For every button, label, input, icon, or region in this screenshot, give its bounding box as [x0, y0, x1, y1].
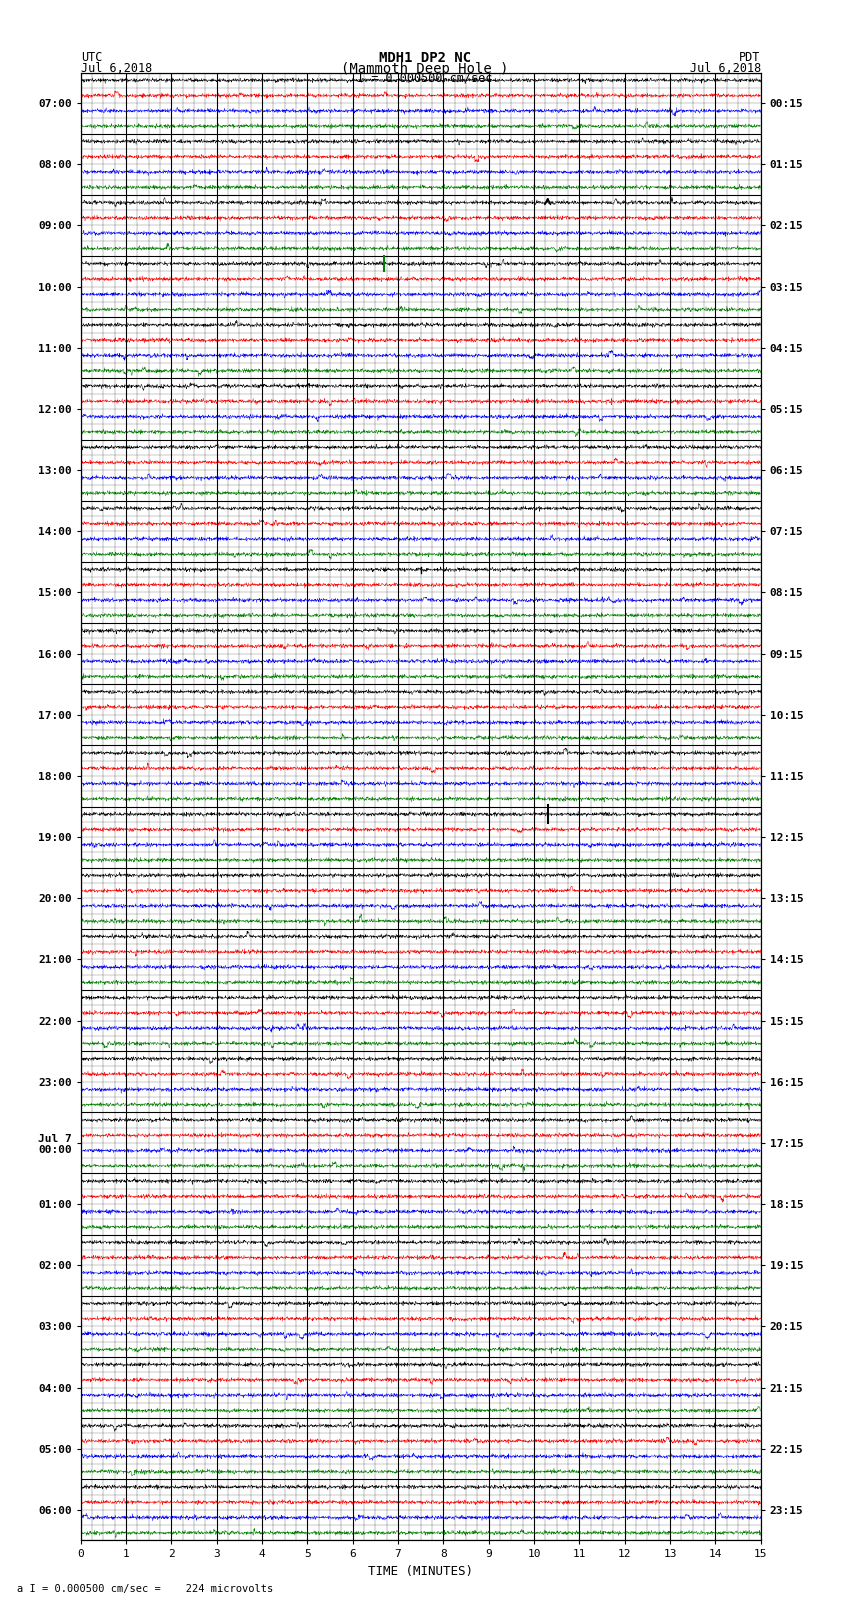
X-axis label: TIME (MINUTES): TIME (MINUTES)	[368, 1565, 473, 1578]
Text: UTC: UTC	[81, 50, 102, 65]
Text: MDH1 DP2 NC: MDH1 DP2 NC	[379, 50, 471, 65]
Text: Jul 6,2018: Jul 6,2018	[81, 63, 152, 76]
Text: a I = 0.000500 cm/sec =    224 microvolts: a I = 0.000500 cm/sec = 224 microvolts	[17, 1584, 273, 1594]
Text: Jul 6,2018: Jul 6,2018	[689, 63, 761, 76]
Text: I = 0.000500 cm/sec: I = 0.000500 cm/sec	[357, 71, 493, 85]
Text: PDT: PDT	[740, 50, 761, 65]
Text: (Mammoth Deep Hole ): (Mammoth Deep Hole )	[341, 63, 509, 76]
